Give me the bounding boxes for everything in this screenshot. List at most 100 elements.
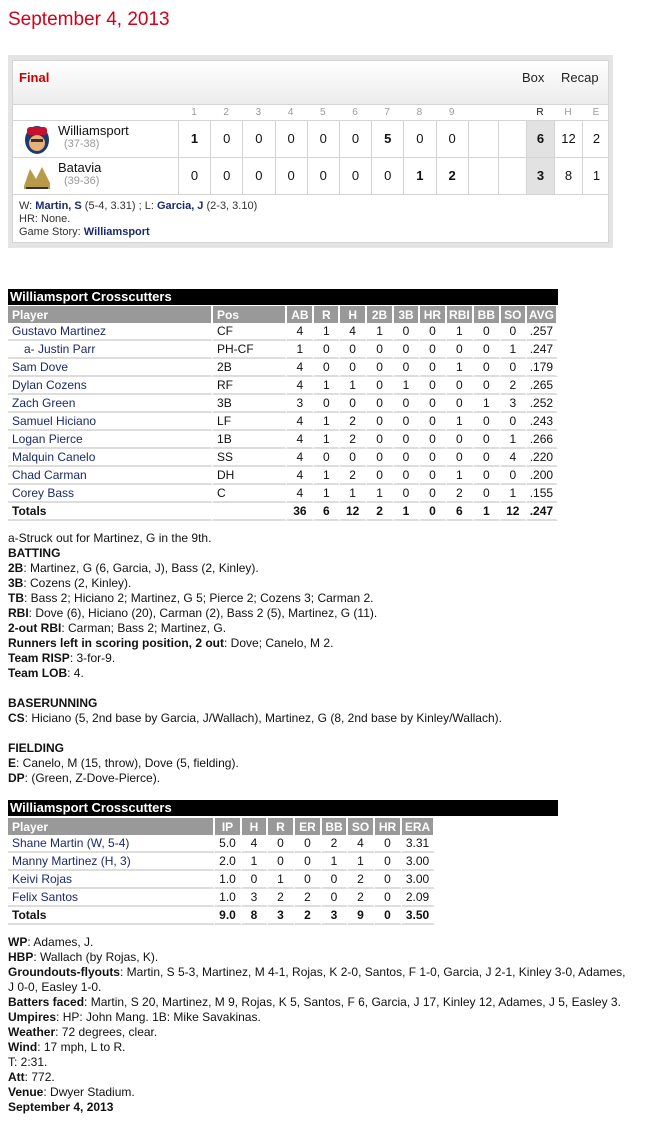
stat-cell: .243 [526,413,558,431]
column-header: 3B [394,306,420,323]
total-cell: 12 [500,503,527,521]
stat-cell: 3.00 [402,871,435,889]
stat-cell: 0 [367,377,395,395]
stat-cell: 0 [446,449,474,467]
note-line: Umpires: HP: John Mang. 1B: Mike Savakin… [8,1010,628,1025]
note-label: BATTING [8,546,61,560]
stat-cell: 1 [314,377,341,395]
stat-cell: 0 [394,323,420,341]
player-name-link[interactable]: Gustavo Martinez [8,323,214,341]
team-row: Batavia (39-36) 0 0 0 0 0 0 0 1 2 3 8 1 [13,157,608,194]
total-cell: 12 [340,503,368,521]
note-text: : 772. [24,1070,55,1084]
player-name-link[interactable]: Keivi Rojas [8,871,215,889]
stat-cell: 2.09 [402,889,435,907]
game-story-link[interactable]: Williamsport [83,226,150,238]
stat-cell: 0 [419,431,447,449]
player-row: Chad Carman DH 4 1 2 0 0 0 1 0 0.200 [8,467,558,485]
losing-pitcher-link[interactable]: Garcia, J [156,200,204,212]
stat-cell: 0 [419,485,447,503]
stat-cell: 0 [419,395,447,413]
note-line: Groundouts-flyouts: Martin, S 5-3, Marti… [8,965,628,995]
stat-cell: 1 [367,485,395,503]
recap-link[interactable]: Recap [561,70,599,85]
stat-cell: 2 [322,835,348,853]
column-header: BB [473,306,501,323]
stat-cell: 0 [314,341,341,359]
note-text: : Dwyer Stadium. [43,1085,135,1099]
note-line: E: Canelo, M (15, throw), Dove (5, field… [8,756,628,771]
total-cell: 3 [268,907,295,925]
note-line: 2B: Martinez, G (6, Garcia, J), Bass (2,… [8,561,628,576]
note-line: Att: 772. [8,1070,628,1085]
stat-cell: DH [213,467,288,485]
note-label: Team RISP [8,651,70,665]
note-line: 3B: Cozens (2, Kinley). [8,576,628,591]
totals-label: Totals [8,503,214,521]
player-name-link[interactable]: Logan Pierce [8,431,214,449]
stat-cell: .220 [526,449,558,467]
totals-row: Totals 9.0 8 3 2 3 9 0 3.50 [8,907,435,925]
stat-cell: 4 [348,835,375,853]
team-name[interactable]: Williamsport [58,123,129,138]
player-name-link[interactable]: Corey Bass [8,485,214,503]
player-name-link[interactable]: Manny Martinez (H, 3) [8,853,215,871]
spacer [8,681,628,696]
player-name-link[interactable]: Samuel Hiciano [8,413,214,431]
note-line: BATTING [8,546,628,561]
header-row: Player Pos AB R H 2B 3B HR RBI BB SO AVG [8,306,558,323]
stat-cell: 1 [500,341,527,359]
total-cell: 0 [375,907,402,925]
player-name-link[interactable]: Zach Green [8,395,214,413]
note-label: Batters faced [8,995,85,1009]
player-name-link[interactable]: a- Justin Parr [8,341,214,359]
stat-cell: 0 [322,889,348,907]
team-name[interactable]: Batavia [58,160,102,175]
note-text: : 4. [67,666,84,680]
column-header: AB [287,306,315,323]
stat-cell: 0 [367,449,395,467]
stat-cell: SS [213,449,288,467]
note-line: BASERUNNING [8,696,628,711]
player-row: Samuel Hiciano LF 4 1 2 0 0 0 1 0 0.243 [8,413,558,431]
inning-score: 0 [339,158,371,194]
inning-score: 0 [178,158,210,194]
player-name-link[interactable]: Sam Dove [8,359,214,377]
stat-cell: 1 [287,341,315,359]
note-label: 3B [8,576,24,590]
stat-cell: 0 [446,395,474,413]
player-name-link[interactable]: Shane Martin (W, 5-4) [8,835,215,853]
note-label: Weather [8,1025,56,1039]
stat-cell: 0 [394,359,420,377]
game-status: Final [19,70,50,85]
note-text: : HP: John Mang. 1B: Mike Savakinas. [56,1010,261,1024]
box-link[interactable]: Box [522,70,545,85]
total-cell: 0 [419,503,447,521]
total-cell: 6 [314,503,341,521]
note-text: : Adames, J. [27,935,94,949]
total-cell: 8 [242,907,268,925]
stat-cell: 4 [287,377,315,395]
player-name-link[interactable]: Chad Carman [8,467,214,485]
stat-cell: 0 [367,413,395,431]
stat-cell: 0 [394,413,420,431]
total-header: R [536,107,544,118]
total-e: 2 [582,121,610,157]
stat-cell: 0 [268,835,295,853]
note-label: Att [8,1070,25,1084]
note-line: Wind: 17 mph, L to R. [8,1040,628,1055]
stat-cell: 0 [268,853,295,871]
stat-cell: 0 [473,413,501,431]
column-header: Player [8,818,215,835]
player-name-link[interactable]: Malquin Canelo [8,449,214,467]
stat-cell: 2 [295,889,322,907]
inning-header: 5 [320,107,326,118]
player-name-link[interactable]: Felix Santos [8,889,215,907]
column-header: HR [375,818,402,835]
stat-cell: 0 [340,341,368,359]
winning-pitcher-link[interactable]: Martin, S [35,200,82,212]
stat-cell: .257 [526,323,558,341]
player-name-link[interactable]: Dylan Cozens [8,377,214,395]
note-text: : 72 degrees, clear. [55,1025,158,1039]
note-line: September 4, 2013 [8,1100,628,1115]
